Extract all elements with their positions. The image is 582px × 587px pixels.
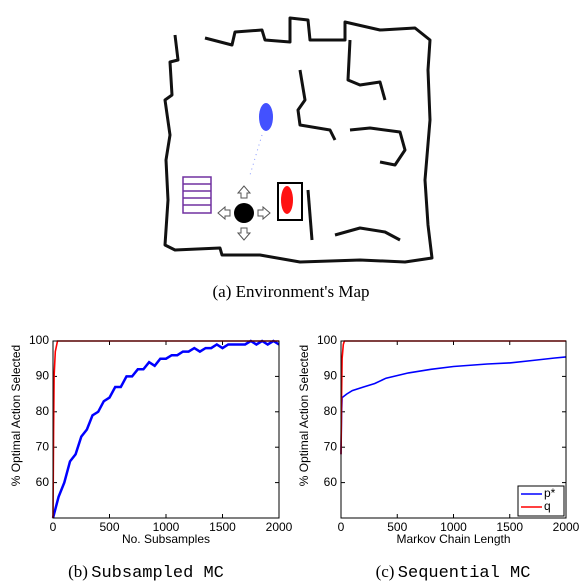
x-axis-label: No. Subsamples (122, 532, 210, 546)
y-axis-label: % Optimal Action Selected (9, 345, 23, 486)
y-tick-label: 70 (36, 439, 50, 453)
caption: (c) Sequential MC (376, 562, 531, 584)
plot-frame (340, 340, 567, 519)
y-tick-label: 100 (29, 333, 49, 347)
x-tick-label: 1000 (153, 520, 180, 534)
caption-label: (b) (68, 562, 88, 581)
wall (296, 69, 337, 141)
particle-cloud (259, 103, 273, 131)
y-tick-label: 100 (317, 333, 337, 347)
series-line (340, 356, 567, 455)
particle-cloud (281, 186, 293, 214)
x-tick-label: 500 (99, 520, 119, 534)
x-tick-label: 500 (387, 520, 407, 534)
series-line (51, 339, 280, 519)
wall (349, 126, 407, 167)
grid-target (182, 176, 212, 214)
particle-trail (249, 134, 263, 176)
wall (346, 39, 387, 101)
x-tick-label: 0 (338, 520, 345, 534)
x-tick-label: 2000 (553, 520, 580, 534)
plot-frame (52, 340, 280, 519)
robot (234, 203, 254, 223)
legend-box (517, 485, 565, 517)
wall (306, 189, 314, 241)
wall (334, 226, 401, 242)
y-tick-label: 80 (36, 404, 50, 418)
x-tick-label: 1500 (496, 520, 523, 534)
y-tick-label: 90 (36, 369, 50, 383)
x-tick-label: 2000 (266, 520, 293, 534)
x-axis-label: Markov Chain Length (396, 532, 510, 546)
y-tick-label: 60 (324, 475, 338, 489)
caption-label: (c) (376, 562, 395, 581)
x-tick-label: 1000 (440, 520, 467, 534)
y-tick-label: 80 (324, 404, 338, 418)
y-axis-label: % Optimal Action Selected (297, 345, 311, 486)
x-tick-label: 1500 (209, 520, 236, 534)
y-tick-label: 90 (324, 369, 338, 383)
caption-text: Sequential MC (398, 564, 531, 583)
caption-text: Subsampled MC (91, 564, 224, 583)
y-tick-label: 70 (324, 439, 338, 453)
caption: (b) Subsampled MC (68, 562, 224, 584)
box-target (277, 182, 303, 221)
wall (163, 16, 434, 264)
environment-map (163, 16, 434, 264)
legend-label: q (544, 499, 551, 513)
x-tick-label: 0 (50, 520, 57, 534)
map-caption: (a) Environment's Map (213, 282, 370, 301)
action-arrows (217, 185, 271, 241)
series-line (340, 340, 566, 455)
legend-label: p* (544, 486, 556, 500)
y-tick-label: 60 (36, 475, 50, 489)
